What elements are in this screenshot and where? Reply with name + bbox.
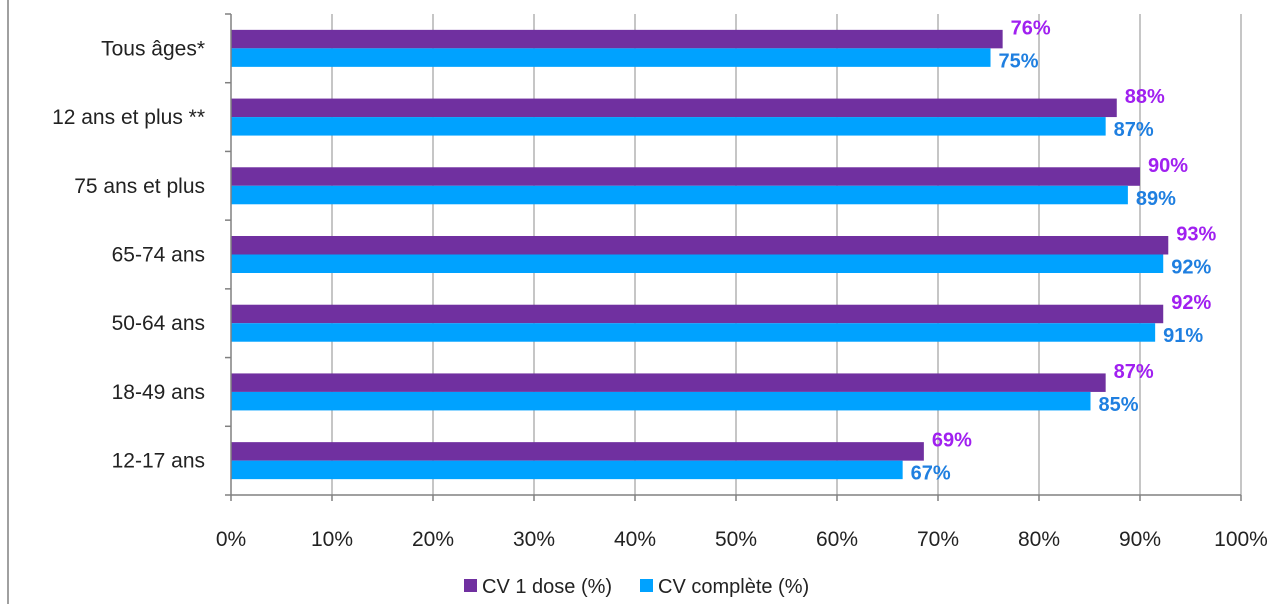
bar-complete <box>231 185 1128 205</box>
category-label: 65-74 ans <box>112 244 205 267</box>
data-label-complete: 87% <box>1114 119 1154 141</box>
x-tick-label: 10% <box>311 528 353 551</box>
tick-labels: 0% 10% 20% 30% 40% 50% 60% 70% 80% 90% 100% <box>216 528 1268 551</box>
category-label: 18-49 ans <box>112 381 205 404</box>
legend-swatch-complete <box>640 579 653 592</box>
data-label-one-dose: 76% <box>1011 17 1051 39</box>
value-labels: 76% 75% 88% 87% 90% 89%93% 92% 92% 91% 87% 85% 69% 6… <box>911 17 1217 484</box>
legend-swatch-one-dose <box>464 579 477 592</box>
bar-complete <box>231 117 1106 136</box>
data-label-complete: 85% <box>1098 394 1138 416</box>
bar-complete <box>231 323 1156 342</box>
x-tick-label: 20% <box>412 528 454 551</box>
category-labels: Tous âges* 12 ans et plus ** 75 ans et plu… <box>52 37 205 472</box>
data-label-one-dose: 87% <box>1114 361 1154 383</box>
x-tick-label: 0% <box>216 528 246 551</box>
data-label-complete: 92% <box>1171 257 1211 279</box>
bar-complete <box>231 391 1091 411</box>
x-tick-label: 100% <box>1214 528 1268 551</box>
x-tick-label: 60% <box>816 528 858 551</box>
bar-one-dose <box>231 167 1140 186</box>
bars <box>231 29 1169 480</box>
bar-one-dose <box>231 442 924 461</box>
bar-complete <box>231 254 1164 273</box>
x-tick-label: 50% <box>715 528 757 551</box>
data-label-one-dose: 93% <box>1176 224 1216 246</box>
bar-one-dose <box>231 236 1169 255</box>
category-label: 50-64 ans <box>112 312 205 335</box>
legend: CV 1 dose (%) CV complète (%) <box>464 576 809 598</box>
data-label-one-dose: 92% <box>1171 292 1211 314</box>
bar-complete <box>231 48 991 67</box>
data-label-one-dose: 69% <box>932 430 972 452</box>
bar-complete <box>231 460 903 480</box>
x-tick-label: 30% <box>513 528 555 551</box>
category-label: 12 ans et plus ** <box>52 106 205 129</box>
data-label-one-dose: 88% <box>1125 86 1165 108</box>
bar-one-dose <box>231 373 1106 392</box>
category-label: 12-17 ans <box>112 450 205 473</box>
bar-one-dose <box>231 29 1003 49</box>
x-tick-label: 70% <box>917 528 959 551</box>
axes <box>225 13 1242 501</box>
data-label-complete: 91% <box>1163 325 1203 347</box>
legend-label-complete: CV complète (%) <box>658 576 809 598</box>
x-tick-label: 90% <box>1119 528 1161 551</box>
data-label-complete: 89% <box>1136 188 1176 210</box>
data-label-complete: 75% <box>999 50 1039 72</box>
data-label-complete: 67% <box>911 463 951 485</box>
legend-label-one-dose: CV 1 dose (%) <box>482 576 612 598</box>
x-tick-label: 80% <box>1018 528 1060 551</box>
category-label: 75 ans et plus <box>74 175 205 198</box>
bar-one-dose <box>231 304 1164 324</box>
category-label: Tous âges* <box>101 37 205 60</box>
data-label-one-dose: 90% <box>1148 155 1188 177</box>
x-tick-label: 40% <box>614 528 656 551</box>
bar-one-dose <box>231 98 1117 118</box>
